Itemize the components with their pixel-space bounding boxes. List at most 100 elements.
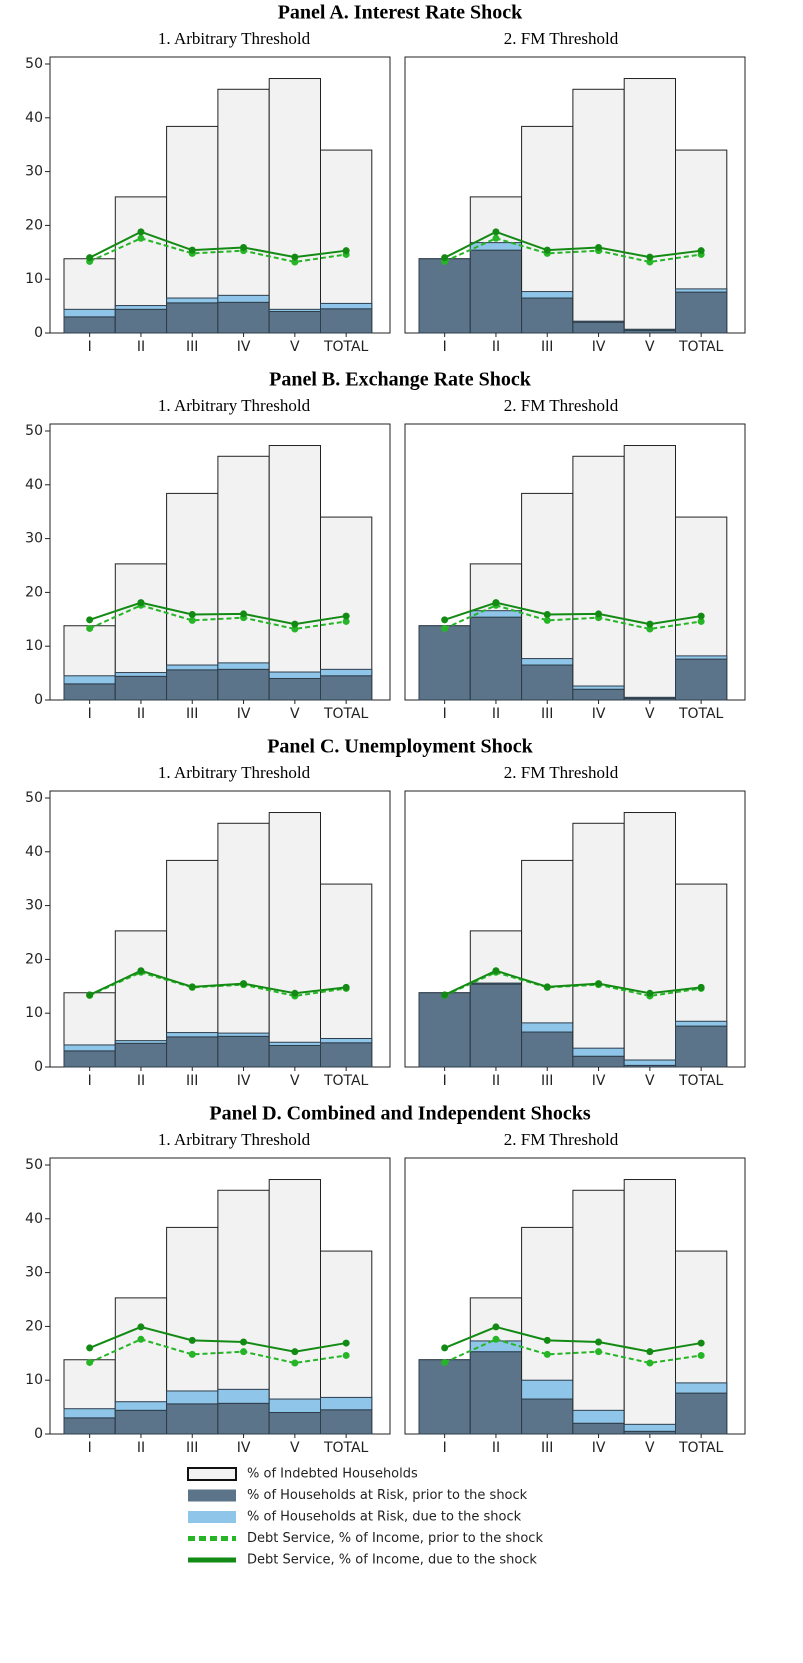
x-tick-label: II <box>137 1073 145 1089</box>
bar-risk-shock <box>114 305 168 310</box>
bar-risk-shock <box>166 1390 219 1405</box>
bar-risk-prior <box>418 625 471 701</box>
bar-risk-prior <box>572 1055 625 1068</box>
legend-swatch <box>188 1489 236 1502</box>
y-tick-label: 30 <box>25 1265 43 1281</box>
y-tick-label: 50 <box>25 423 43 439</box>
panel-title: Panel A. Interest Rate Shock <box>278 2 523 24</box>
bar-risk-shock <box>675 655 728 660</box>
bar-risk-shock <box>572 320 625 323</box>
point <box>291 625 299 633</box>
bar-risk-shock <box>217 294 270 303</box>
x-tick-label: I <box>88 339 92 355</box>
point <box>291 1348 299 1356</box>
x-tick-label: II <box>137 339 145 355</box>
legend-label: Debt Service, % of Income, prior to the … <box>247 1531 543 1546</box>
point <box>188 610 196 618</box>
bar-risk-prior <box>675 291 728 334</box>
x-tick-label: II <box>492 1440 500 1456</box>
bar-risk-prior <box>166 1403 219 1435</box>
point <box>492 599 500 607</box>
bar-indebted <box>623 1179 677 1435</box>
bar-risk-shock <box>63 1408 116 1419</box>
bar-risk-shock <box>320 302 373 310</box>
point <box>188 1350 196 1358</box>
bar-indebted <box>320 149 373 334</box>
bar-risk-prior <box>114 308 168 334</box>
x-tick-label: V <box>645 1440 655 1456</box>
x-tick-label: II <box>492 706 500 722</box>
x-tick-label: IV <box>592 339 606 355</box>
bar-risk-prior <box>166 302 219 334</box>
bar-risk-shock <box>63 1044 116 1052</box>
y-tick-label: 30 <box>25 898 43 914</box>
x-tick-label: II <box>492 339 500 355</box>
panel-title: Panel B. Exchange Rate Shock <box>269 369 532 391</box>
bar-risk-shock <box>268 308 322 312</box>
bar-risk-prior <box>114 1409 168 1435</box>
bar-risk-prior <box>63 1050 116 1068</box>
bar-risk-prior <box>63 1417 116 1435</box>
x-tick-label: V <box>290 706 300 722</box>
bar-risk-prior <box>572 1422 625 1435</box>
x-tick-label: V <box>290 1073 300 1089</box>
line-ds-shock <box>89 969 347 996</box>
subtitle: 1. Arbitrary Threshold <box>158 763 311 782</box>
x-tick-label: II <box>137 706 145 722</box>
point <box>441 616 449 624</box>
y-tick-label: 10 <box>25 1372 43 1388</box>
x-tick-label: IV <box>237 706 251 722</box>
point <box>86 1358 94 1366</box>
x-tick-label: TOTAL <box>323 706 369 722</box>
bar-risk-shock <box>268 671 322 679</box>
x-tick-label: TOTAL <box>678 706 724 722</box>
point <box>342 612 350 620</box>
bar-risk-shock <box>320 1396 373 1411</box>
point <box>291 253 299 261</box>
y-tick-label: 20 <box>25 951 43 967</box>
line-ds-shock <box>444 1325 702 1353</box>
point <box>240 980 248 988</box>
bar-risk-shock <box>114 1401 168 1411</box>
point <box>441 991 449 999</box>
x-tick-label: II <box>137 1440 145 1456</box>
point <box>492 1335 500 1343</box>
bar-risk-prior <box>469 983 523 1068</box>
point <box>240 243 248 251</box>
point <box>137 234 145 242</box>
point <box>291 620 299 628</box>
point <box>697 247 705 255</box>
line-ds-shock <box>444 601 702 626</box>
line-ds-shock <box>89 1325 347 1353</box>
bar-risk-prior <box>268 1044 322 1068</box>
bar-indebted <box>268 1179 322 1435</box>
point <box>543 1350 551 1358</box>
y-tick-label: 40 <box>25 1211 43 1227</box>
x-tick-label: IV <box>237 339 251 355</box>
y-tick-label: 10 <box>25 1005 43 1021</box>
x-tick-label: III <box>186 706 198 722</box>
y-tick-label: 30 <box>25 164 43 180</box>
point <box>646 1359 654 1367</box>
y-tick-label: 40 <box>25 110 43 126</box>
x-tick-label: V <box>290 339 300 355</box>
point <box>441 1344 449 1352</box>
bar-risk-prior <box>418 992 471 1068</box>
bar-indebted <box>623 812 677 1068</box>
point <box>646 258 654 266</box>
bar-risk-prior <box>63 683 116 701</box>
point <box>240 1338 248 1346</box>
point <box>137 1335 145 1343</box>
bar-risk-prior <box>469 249 523 334</box>
x-tick-label: III <box>186 339 198 355</box>
point <box>342 983 350 991</box>
x-tick-label: TOTAL <box>678 1440 724 1456</box>
bar-indebted <box>320 883 373 1068</box>
bar-indebted <box>268 78 322 334</box>
point <box>697 1351 705 1359</box>
x-tick-label: V <box>645 706 655 722</box>
point <box>646 253 654 261</box>
x-tick-label: III <box>186 1073 198 1089</box>
x-tick-label: IV <box>592 1073 606 1089</box>
x-tick-label: I <box>443 1073 447 1089</box>
